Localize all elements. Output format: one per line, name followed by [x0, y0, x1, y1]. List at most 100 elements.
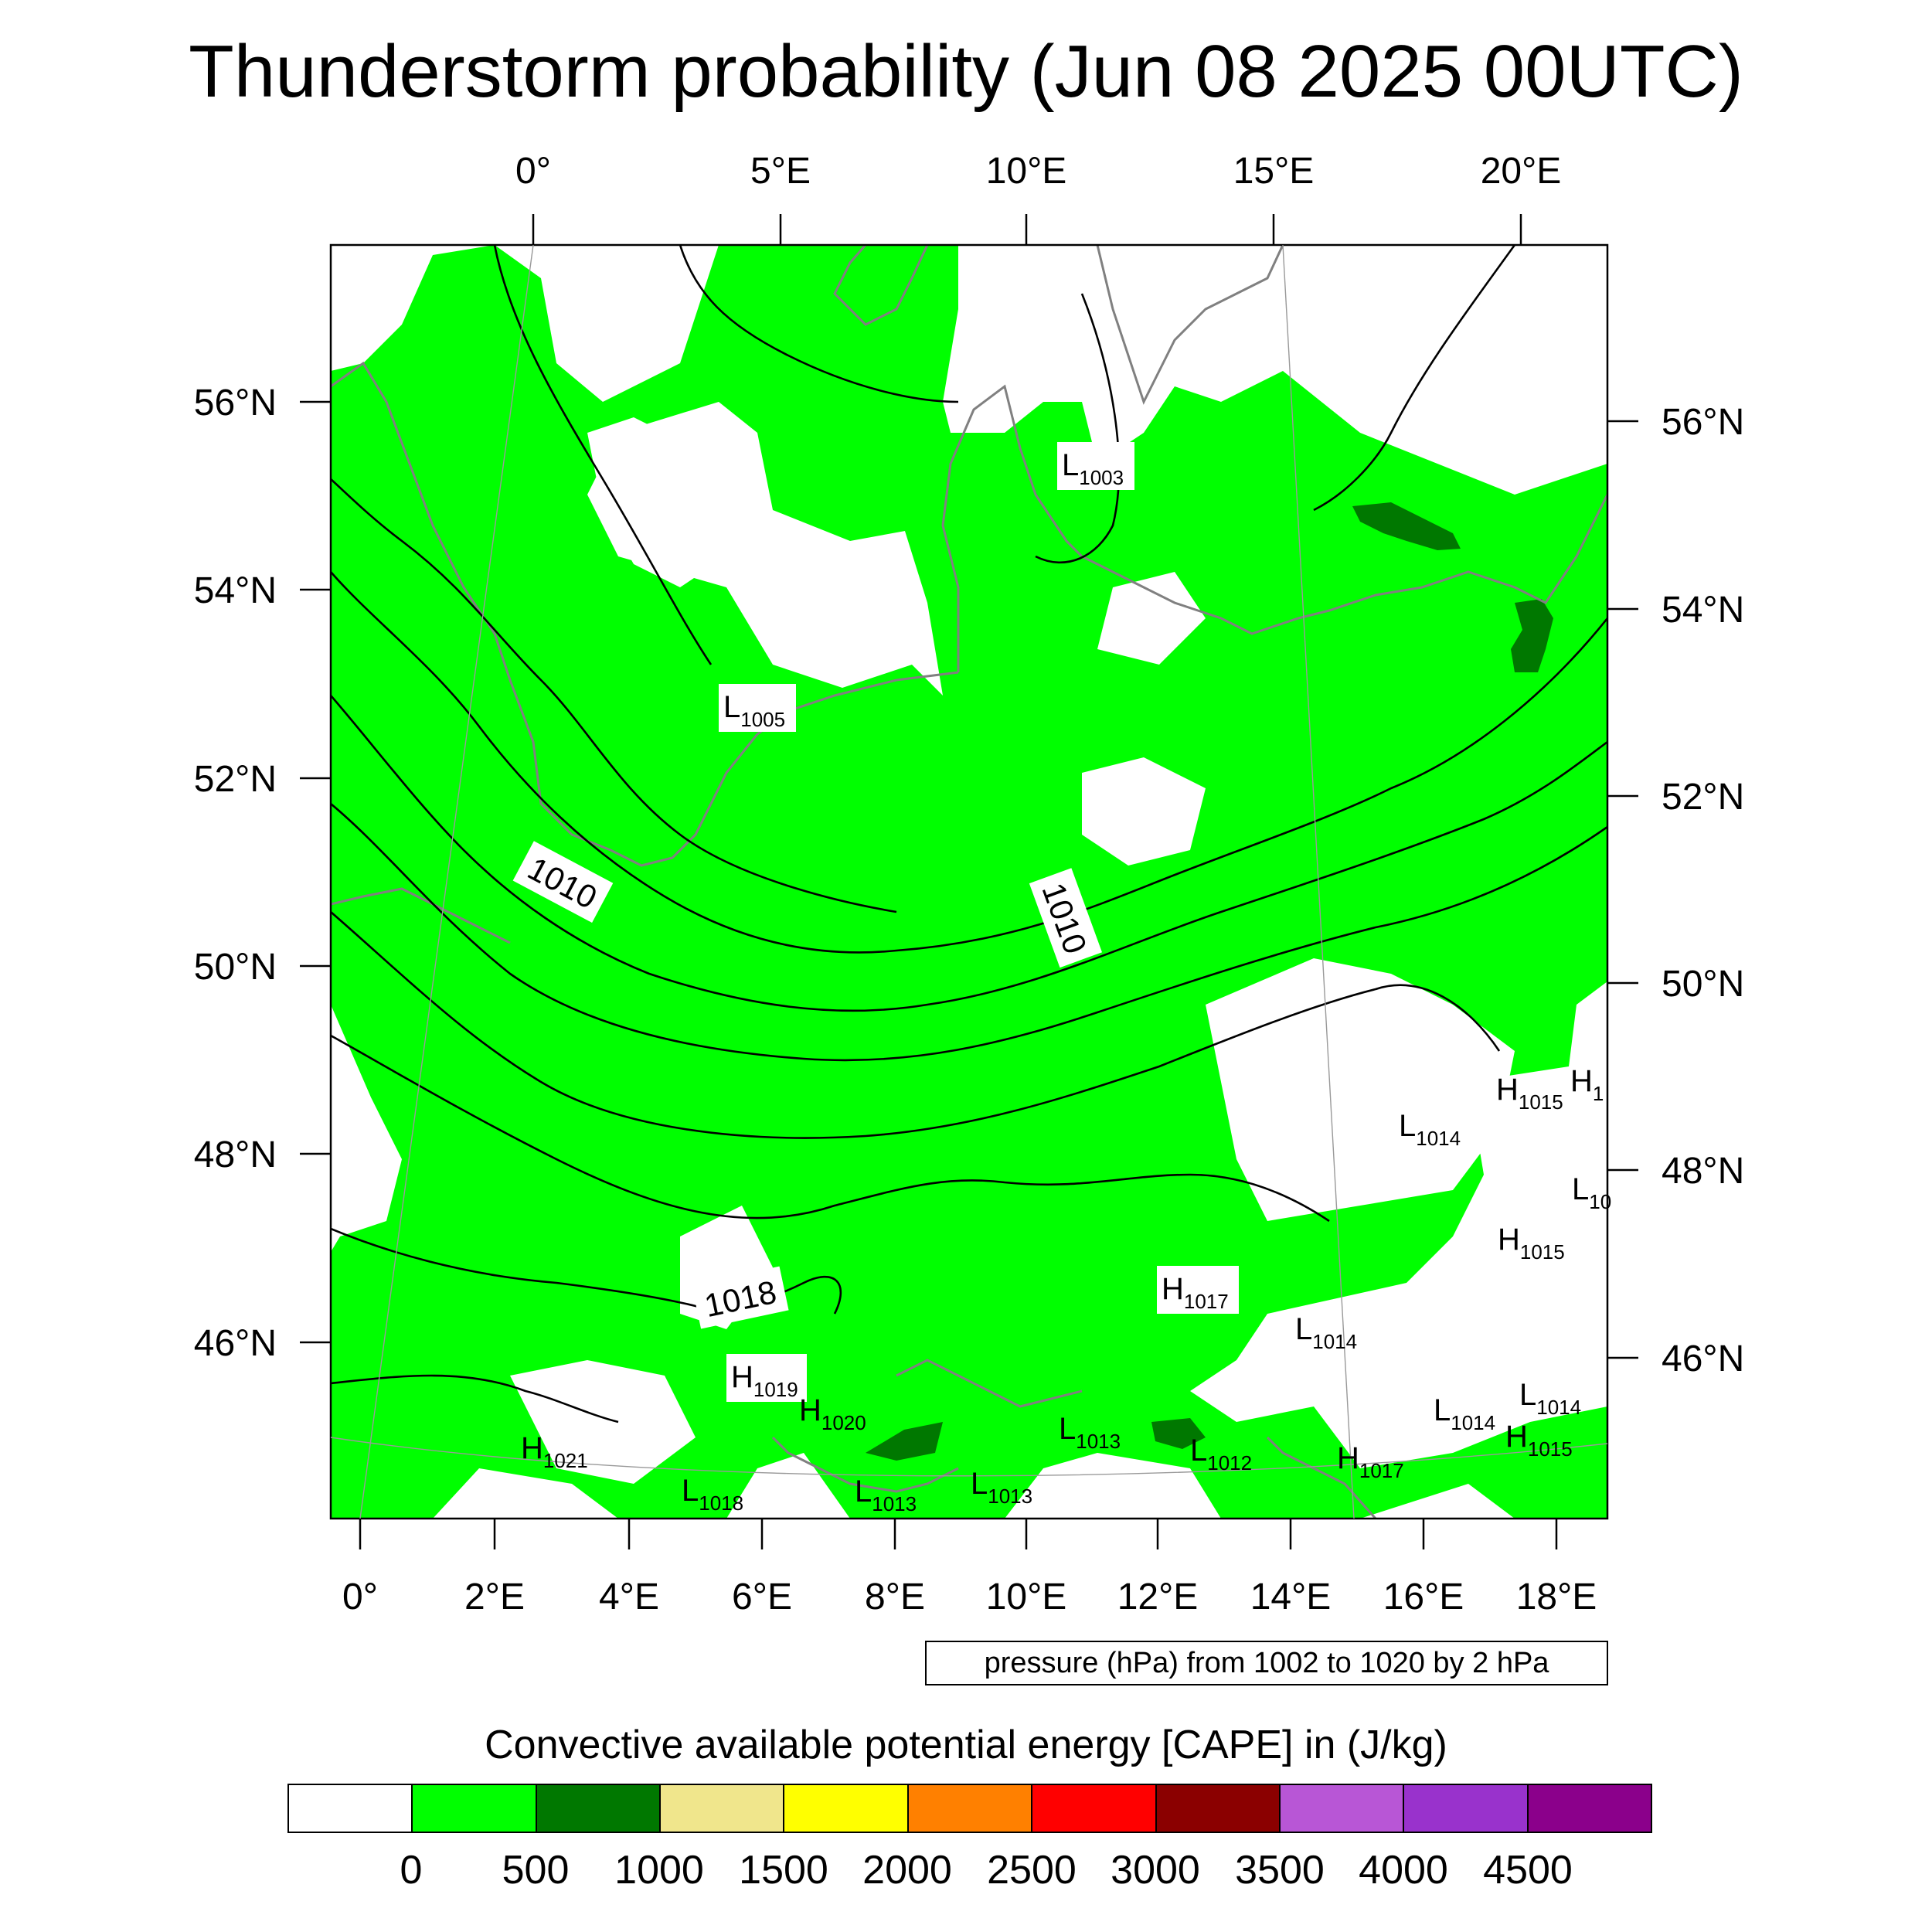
- colorbar-label: 1500: [739, 1848, 828, 1893]
- pressure-system-label: L1013: [1059, 1412, 1121, 1453]
- isobar-line: [331, 695, 1607, 1012]
- bottom-lon-label: 0°: [342, 1577, 378, 1617]
- cape-clear-east: [1206, 958, 1515, 1221]
- isobar-line: [679, 245, 959, 403]
- svg-text:L1013: L1013: [971, 1467, 1032, 1508]
- bottom-lon-label: 14°E: [1250, 1577, 1332, 1617]
- left-lat-label: 50°N: [194, 947, 277, 988]
- isobar-line: [493, 245, 713, 665]
- bottom-lon-label: 16°E: [1383, 1577, 1464, 1617]
- pressure-system-label: L1013: [855, 1475, 917, 1515]
- left-lat-label: 54°N: [194, 570, 277, 611]
- bottom-longitude-labels: 0° 2°E 4°E 6°E 8°E 10°E 12°E 14°E 16°E 1…: [342, 1577, 1597, 1617]
- isobar-line: [331, 911, 1501, 1139]
- pressure-system-label: L1005: [719, 684, 796, 732]
- isobar-line: [331, 1034, 1330, 1223]
- svg-text:L1013: L1013: [1059, 1412, 1121, 1453]
- colorbar-box: [1032, 1785, 1157, 1832]
- colorbar-box: [289, 1785, 413, 1832]
- svg-text:H1: H1: [1570, 1064, 1604, 1105]
- pressure-system-labels: L1003 L1005 H1015 H1 L1014 L10 H1015 H10…: [521, 442, 1611, 1515]
- cape-clear-south: [510, 1360, 696, 1484]
- pressure-system-label: L1014: [1295, 1312, 1357, 1353]
- colorbar-label: 4500: [1483, 1848, 1573, 1893]
- bottom-lon-label: 6°E: [732, 1577, 792, 1617]
- right-lat-label: 46°N: [1662, 1338, 1744, 1379]
- colorbar-box: [908, 1785, 1033, 1832]
- colorbar-label: 4000: [1359, 1848, 1448, 1893]
- pressure-system-label: H1017: [1337, 1441, 1404, 1482]
- coastline-norway: [833, 245, 929, 326]
- right-lat-label: 50°N: [1662, 964, 1744, 1005]
- right-lat-label: 52°N: [1662, 777, 1744, 818]
- left-latitude-labels: 56°N 54°N 52°N 50°N 48°N 46°N: [194, 383, 277, 1364]
- cape-field: [331, 245, 1607, 1519]
- svg-text:H1019: H1019: [731, 1360, 798, 1401]
- right-lat-label: 54°N: [1662, 590, 1744, 631]
- svg-text:L1014: L1014: [1295, 1312, 1357, 1353]
- left-lat-label: 48°N: [194, 1134, 277, 1175]
- cape-area-500-1000-a: [1352, 502, 1461, 550]
- svg-text:L10: L10: [1572, 1172, 1611, 1213]
- top-lon-label: 20°E: [1481, 151, 1562, 192]
- isobar-line: [331, 571, 1607, 954]
- top-lon-label: 5°E: [750, 151, 811, 192]
- right-latitude-labels: 56°N 54°N 52°N 50°N 48°N 46°N: [1662, 402, 1744, 1379]
- cape-area-500-1000-b: [1511, 599, 1553, 672]
- svg-text:L1018: L1018: [682, 1474, 743, 1515]
- pressure-system-label: H1020: [799, 1393, 866, 1434]
- pressure-system-label: H1017: [1157, 1266, 1239, 1314]
- bottom-lon-label: 18°E: [1516, 1577, 1597, 1617]
- colorbar-label: 1000: [614, 1848, 704, 1893]
- svg-text:H1017: H1017: [1162, 1272, 1229, 1313]
- pressure-system-label: H1019: [726, 1354, 807, 1402]
- svg-text:L1014: L1014: [1519, 1378, 1581, 1419]
- pressure-system-label: H1015: [1505, 1420, 1573, 1461]
- svg-text:L1005: L1005: [723, 690, 785, 731]
- coastline-channel: [331, 887, 511, 944]
- cape-area-0-500-nw: [331, 371, 587, 1005]
- svg-text:H1015: H1015: [1505, 1420, 1573, 1461]
- svg-text:L1014: L1014: [1434, 1393, 1495, 1434]
- colorbar-label: 0: [400, 1848, 423, 1893]
- bottom-lon-label: 10°E: [986, 1577, 1067, 1617]
- pressure-system-label: L1018: [682, 1474, 743, 1515]
- colorbar-box: [413, 1785, 537, 1832]
- coastline-denmark: [941, 384, 1607, 672]
- top-lon-label: 15°E: [1233, 151, 1315, 192]
- pressure-system-label: H1015: [1496, 1073, 1563, 1114]
- isobar-line: [331, 803, 1607, 1062]
- bottom-lon-label: 8°E: [865, 1577, 925, 1617]
- isobar-line: [331, 1374, 619, 1423]
- colorbar-box: [784, 1785, 909, 1832]
- bottom-lon-label: 2°E: [464, 1577, 525, 1617]
- colorbar-label: 2500: [987, 1848, 1077, 1893]
- contour-info-box: pressure (hPa) from 1002 to 1020 by 2 hP…: [925, 1641, 1608, 1685]
- isobar-line: [1313, 245, 1516, 512]
- coastline-adriatic: [1266, 1436, 1377, 1519]
- left-lat-label: 52°N: [194, 759, 277, 800]
- svg-text:L1014: L1014: [1399, 1109, 1461, 1150]
- isobar-line: [331, 1227, 842, 1315]
- top-lon-label: 10°E: [986, 151, 1067, 192]
- colorbar-box: [1404, 1785, 1529, 1832]
- svg-text:H1021: H1021: [521, 1431, 588, 1472]
- cape-clear-north: [587, 417, 742, 587]
- left-lat-label: 46°N: [194, 1323, 277, 1364]
- coastline-ligurian: [771, 1436, 959, 1493]
- pressure-system-label: L1014: [1434, 1393, 1495, 1434]
- svg-text:L1013: L1013: [855, 1475, 917, 1515]
- colorbar-label: 2000: [862, 1848, 952, 1893]
- colorbar-box: [536, 1785, 662, 1832]
- bottom-lon-label: 4°E: [599, 1577, 659, 1617]
- legend-title: Convective available potential energy [C…: [485, 1723, 1447, 1767]
- colorbar-label: 3500: [1235, 1848, 1325, 1893]
- svg-text:H1017: H1017: [1337, 1441, 1404, 1482]
- pressure-system-label: L1012: [1190, 1434, 1252, 1475]
- colorbar-box: [661, 1785, 785, 1832]
- isobar-line: [1035, 293, 1121, 564]
- cape-clear-northeast: [1097, 572, 1206, 665]
- pressure-system-label: L1003: [1057, 442, 1134, 490]
- colorbar-box: [1156, 1785, 1281, 1832]
- svg-text:L1012: L1012: [1190, 1434, 1252, 1475]
